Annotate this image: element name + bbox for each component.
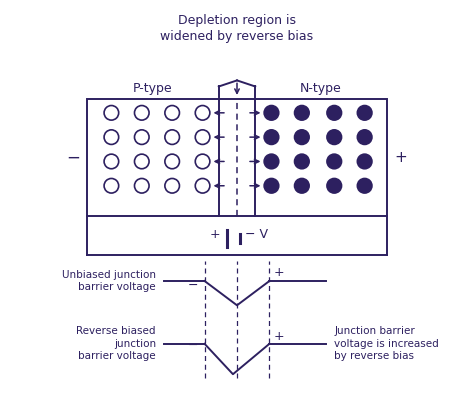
Circle shape (294, 106, 309, 120)
Circle shape (294, 154, 309, 169)
Text: − V: − V (245, 228, 268, 241)
Text: Depletion region is
widened by reverse bias: Depletion region is widened by reverse b… (160, 13, 314, 42)
Text: Unbiased junction
barrier voltage: Unbiased junction barrier voltage (62, 270, 156, 292)
Circle shape (264, 154, 279, 169)
Circle shape (357, 178, 372, 193)
Circle shape (327, 106, 342, 120)
Text: +: + (273, 330, 284, 343)
Circle shape (294, 130, 309, 144)
Circle shape (294, 178, 309, 193)
Circle shape (264, 106, 279, 120)
Text: −: − (188, 339, 199, 353)
Text: +: + (210, 228, 220, 241)
Circle shape (357, 154, 372, 169)
Circle shape (357, 106, 372, 120)
Text: +: + (273, 266, 284, 279)
Text: −: − (66, 149, 80, 166)
Circle shape (264, 178, 279, 193)
Text: Reverse biased
junction
barrier voltage: Reverse biased junction barrier voltage (76, 326, 156, 361)
Circle shape (357, 130, 372, 144)
Circle shape (327, 130, 342, 144)
Text: N-type: N-type (300, 82, 342, 95)
Text: Junction barrier
voltage is increased
by reverse bias: Junction barrier voltage is increased by… (334, 326, 439, 361)
Text: P-type: P-type (133, 82, 173, 95)
Circle shape (264, 130, 279, 144)
Circle shape (327, 154, 342, 169)
Circle shape (327, 178, 342, 193)
Text: +: + (395, 150, 408, 165)
Text: −: − (188, 279, 199, 292)
Bar (87, 99, 387, 216)
